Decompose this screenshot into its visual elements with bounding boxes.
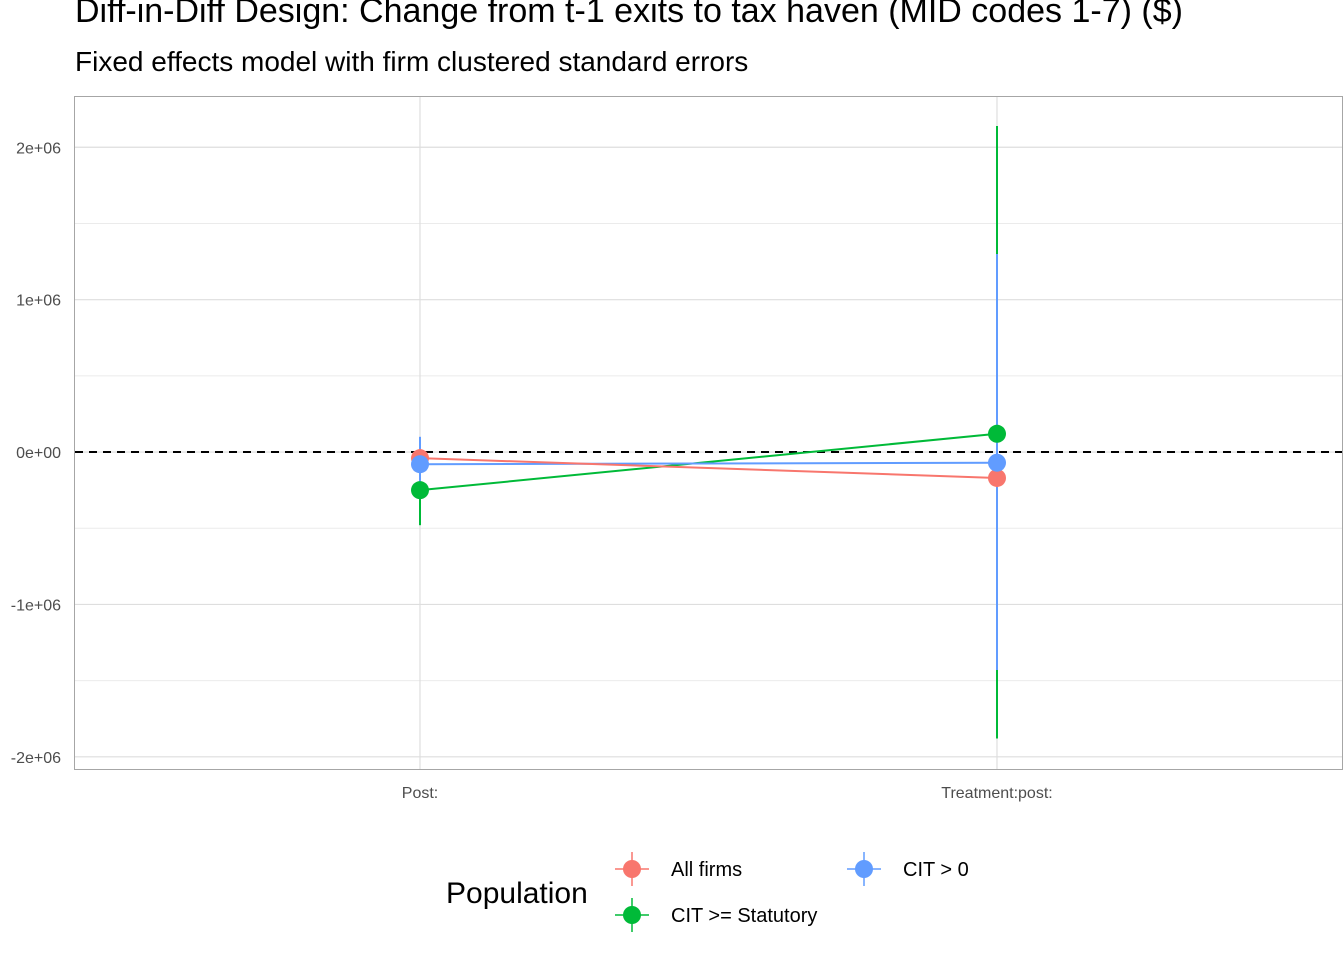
series-line (419, 432, 998, 492)
chart-title: Diff-in-Diff Design: Change from t-1 exi… (75, 0, 1183, 30)
x-tick-label: Post: (402, 785, 438, 802)
series-lines (419, 432, 998, 492)
error-bars (419, 125, 998, 739)
series-line (419, 457, 998, 479)
x-axis-ticks: Post: Treatment:post: (402, 785, 1053, 802)
legend-key-point (623, 906, 641, 924)
chart-subtitle: Fixed effects model with firm clustered … (75, 46, 749, 77)
data-point (988, 468, 1006, 487)
data-points (411, 424, 1006, 500)
legend-key-point (855, 860, 873, 878)
data-point (988, 453, 1006, 472)
y-tick-label: 2e+06 (16, 140, 61, 157)
y-tick-label: -1e+06 (11, 597, 61, 614)
x-tick-label: Treatment:post: (941, 785, 1052, 802)
data-point (411, 481, 429, 500)
series-line (419, 461, 998, 466)
legend-label: CIT > 0 (903, 859, 969, 881)
legend-title: Population (446, 877, 588, 910)
legend-label: All firms (671, 859, 742, 881)
y-axis-ticks: -2e+06 -1e+06 0e+00 1e+06 2e+06 (11, 140, 61, 767)
y-tick-label: -2e+06 (11, 750, 61, 767)
plot-border (74, 96, 1343, 770)
data-point (411, 455, 429, 474)
grid (75, 97, 1342, 769)
legend: Population All firms CIT >= Statutory CIT … (446, 852, 969, 932)
y-tick-label: 0e+00 (16, 445, 61, 462)
y-tick-label: 1e+06 (16, 293, 61, 310)
legend-label: CIT >= Statutory (671, 905, 817, 927)
legend-key-point (623, 860, 641, 878)
data-point (988, 424, 1006, 443)
